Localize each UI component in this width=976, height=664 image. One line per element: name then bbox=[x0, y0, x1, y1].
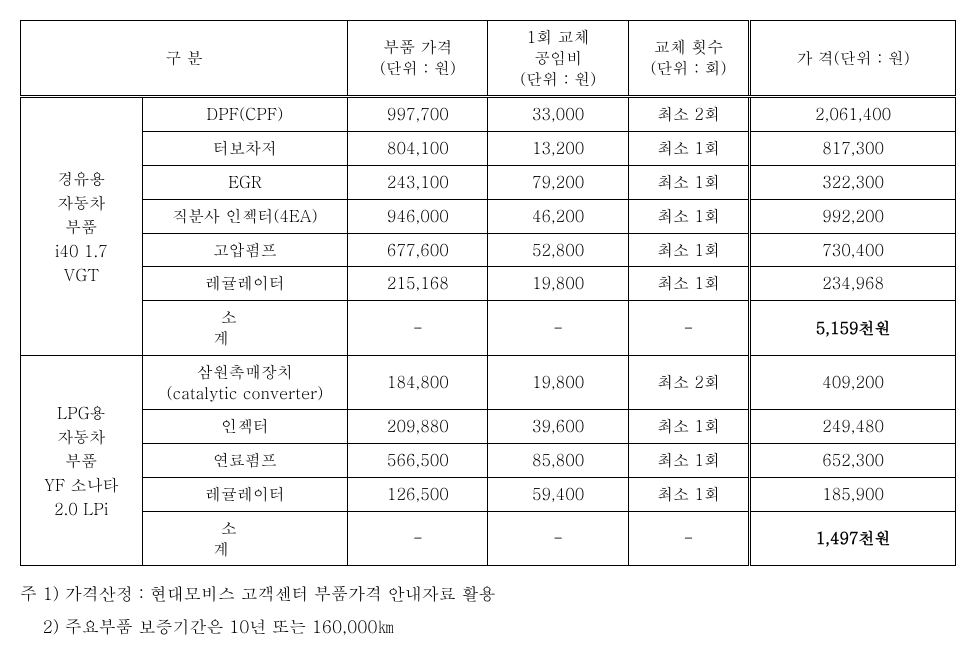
parts-price-table: 구 분 부품 가격 (단위 : 원) 1회 교체 공임비 (단위 : 원) 교체… bbox=[20, 20, 956, 566]
labor-cost: 59,400 bbox=[488, 477, 628, 511]
part-name: 레귤레이터 bbox=[142, 477, 348, 511]
replace-count: 최소 1회 bbox=[628, 267, 750, 301]
part-price: 215,168 bbox=[348, 267, 488, 301]
subtotal-dash: - bbox=[488, 301, 628, 356]
part-name: DPF(CPF) bbox=[142, 97, 348, 132]
total-price: 817,300 bbox=[750, 132, 956, 166]
table-header-row: 구 분 부품 가격 (단위 : 원) 1회 교체 공임비 (단위 : 원) 교체… bbox=[21, 21, 956, 97]
header-total-price: 가 격(단위 : 원) bbox=[750, 21, 956, 97]
table-row: 직분사 인젝터(4EA) 946,000 46,200 최소 1회 992,20… bbox=[21, 199, 956, 233]
total-price: 730,400 bbox=[750, 233, 956, 267]
table-row: 레귤레이터 126,500 59,400 최소 1회 185,900 bbox=[21, 477, 956, 511]
table-row: 경유용 자동차 부품 i40 1.7 VGT DPF(CPF) 997,700 … bbox=[21, 97, 956, 132]
subtotal-dash: - bbox=[628, 511, 750, 566]
labor-cost: 13,200 bbox=[488, 132, 628, 166]
subtotal-value: 1,497천원 bbox=[750, 511, 956, 566]
part-price: 566,500 bbox=[348, 444, 488, 478]
part-price: 946,000 bbox=[348, 199, 488, 233]
subtotal-row: 소 계 - - - 1,497천원 bbox=[21, 511, 956, 566]
category-diesel: 경유용 자동차 부품 i40 1.7 VGT bbox=[21, 97, 143, 355]
table-row: EGR 243,100 79,200 최소 1회 322,300 bbox=[21, 165, 956, 199]
header-part-price: 부품 가격 (단위 : 원) bbox=[348, 21, 488, 97]
replace-count: 최소 2회 bbox=[628, 355, 750, 410]
table-row: 고압펌프 677,600 52,800 최소 1회 730,400 bbox=[21, 233, 956, 267]
part-price: 126,500 bbox=[348, 477, 488, 511]
replace-count: 최소 1회 bbox=[628, 199, 750, 233]
table-row: 레귤레이터 215,168 19,800 최소 1회 234,968 bbox=[21, 267, 956, 301]
labor-cost: 33,000 bbox=[488, 97, 628, 132]
labor-cost: 19,800 bbox=[488, 267, 628, 301]
part-price: 997,700 bbox=[348, 97, 488, 132]
total-price: 322,300 bbox=[750, 165, 956, 199]
footnote-1: 주 1) 가격산정 : 현대모비스 고객센터 부품가격 안내자료 활용 bbox=[20, 578, 956, 609]
footnote-2: 2) 주요부품 보증기간은 10년 또는 160,000㎞ bbox=[20, 611, 956, 642]
replace-count: 최소 2회 bbox=[628, 97, 750, 132]
part-name: 터보차저 bbox=[142, 132, 348, 166]
total-price: 652,300 bbox=[750, 444, 956, 478]
header-category: 구 분 bbox=[21, 21, 348, 97]
table-row: LPG용 자동차 부품 YF 소나타 2.0 LPi 삼원촉매장치 (catal… bbox=[21, 355, 956, 410]
part-name: 고압펌프 bbox=[142, 233, 348, 267]
part-name: 인젝터 bbox=[142, 410, 348, 444]
subtotal-value: 5,159천원 bbox=[750, 301, 956, 356]
part-price: 804,100 bbox=[348, 132, 488, 166]
part-name: 연료펌프 bbox=[142, 444, 348, 478]
table-row: 연료펌프 566,500 85,800 최소 1회 652,300 bbox=[21, 444, 956, 478]
replace-count: 최소 1회 bbox=[628, 233, 750, 267]
subtotal-row: 소 계 - - - 5,159천원 bbox=[21, 301, 956, 356]
replace-count: 최소 1회 bbox=[628, 132, 750, 166]
total-price: 409,200 bbox=[750, 355, 956, 410]
labor-cost: 52,800 bbox=[488, 233, 628, 267]
total-price: 234,968 bbox=[750, 267, 956, 301]
part-price: 184,800 bbox=[348, 355, 488, 410]
subtotal-label: 소 계 bbox=[142, 511, 348, 566]
labor-cost: 39,600 bbox=[488, 410, 628, 444]
labor-cost: 46,200 bbox=[488, 199, 628, 233]
header-labor-cost: 1회 교체 공임비 (단위 : 원) bbox=[488, 21, 628, 97]
replace-count: 최소 1회 bbox=[628, 477, 750, 511]
subtotal-dash: - bbox=[348, 301, 488, 356]
table-row: 터보차저 804,100 13,200 최소 1회 817,300 bbox=[21, 132, 956, 166]
part-price: 209,880 bbox=[348, 410, 488, 444]
subtotal-label: 소 계 bbox=[142, 301, 348, 356]
total-price: 2,061,400 bbox=[750, 97, 956, 132]
subtotal-dash: - bbox=[348, 511, 488, 566]
total-price: 992,200 bbox=[750, 199, 956, 233]
header-replace-count: 교체 횟수 (단위 : 회) bbox=[628, 21, 750, 97]
total-price: 185,900 bbox=[750, 477, 956, 511]
footnotes: 주 1) 가격산정 : 현대모비스 고객센터 부품가격 안내자료 활용 2) 주… bbox=[20, 578, 956, 641]
labor-cost: 85,800 bbox=[488, 444, 628, 478]
subtotal-dash: - bbox=[488, 511, 628, 566]
part-name: 삼원촉매장치 (catalytic converter) bbox=[142, 355, 348, 410]
part-name: 레귤레이터 bbox=[142, 267, 348, 301]
replace-count: 최소 1회 bbox=[628, 444, 750, 478]
replace-count: 최소 1회 bbox=[628, 165, 750, 199]
document-container: 구 분 부품 가격 (단위 : 원) 1회 교체 공임비 (단위 : 원) 교체… bbox=[20, 20, 956, 642]
category-lpg: LPG용 자동차 부품 YF 소나타 2.0 LPi bbox=[21, 355, 143, 566]
part-name: 직분사 인젝터(4EA) bbox=[142, 199, 348, 233]
table-row: 인젝터 209,880 39,600 최소 1회 249,480 bbox=[21, 410, 956, 444]
part-price: 243,100 bbox=[348, 165, 488, 199]
subtotal-dash: - bbox=[628, 301, 750, 356]
total-price: 249,480 bbox=[750, 410, 956, 444]
replace-count: 최소 1회 bbox=[628, 410, 750, 444]
part-name: EGR bbox=[142, 165, 348, 199]
labor-cost: 19,800 bbox=[488, 355, 628, 410]
labor-cost: 79,200 bbox=[488, 165, 628, 199]
part-price: 677,600 bbox=[348, 233, 488, 267]
